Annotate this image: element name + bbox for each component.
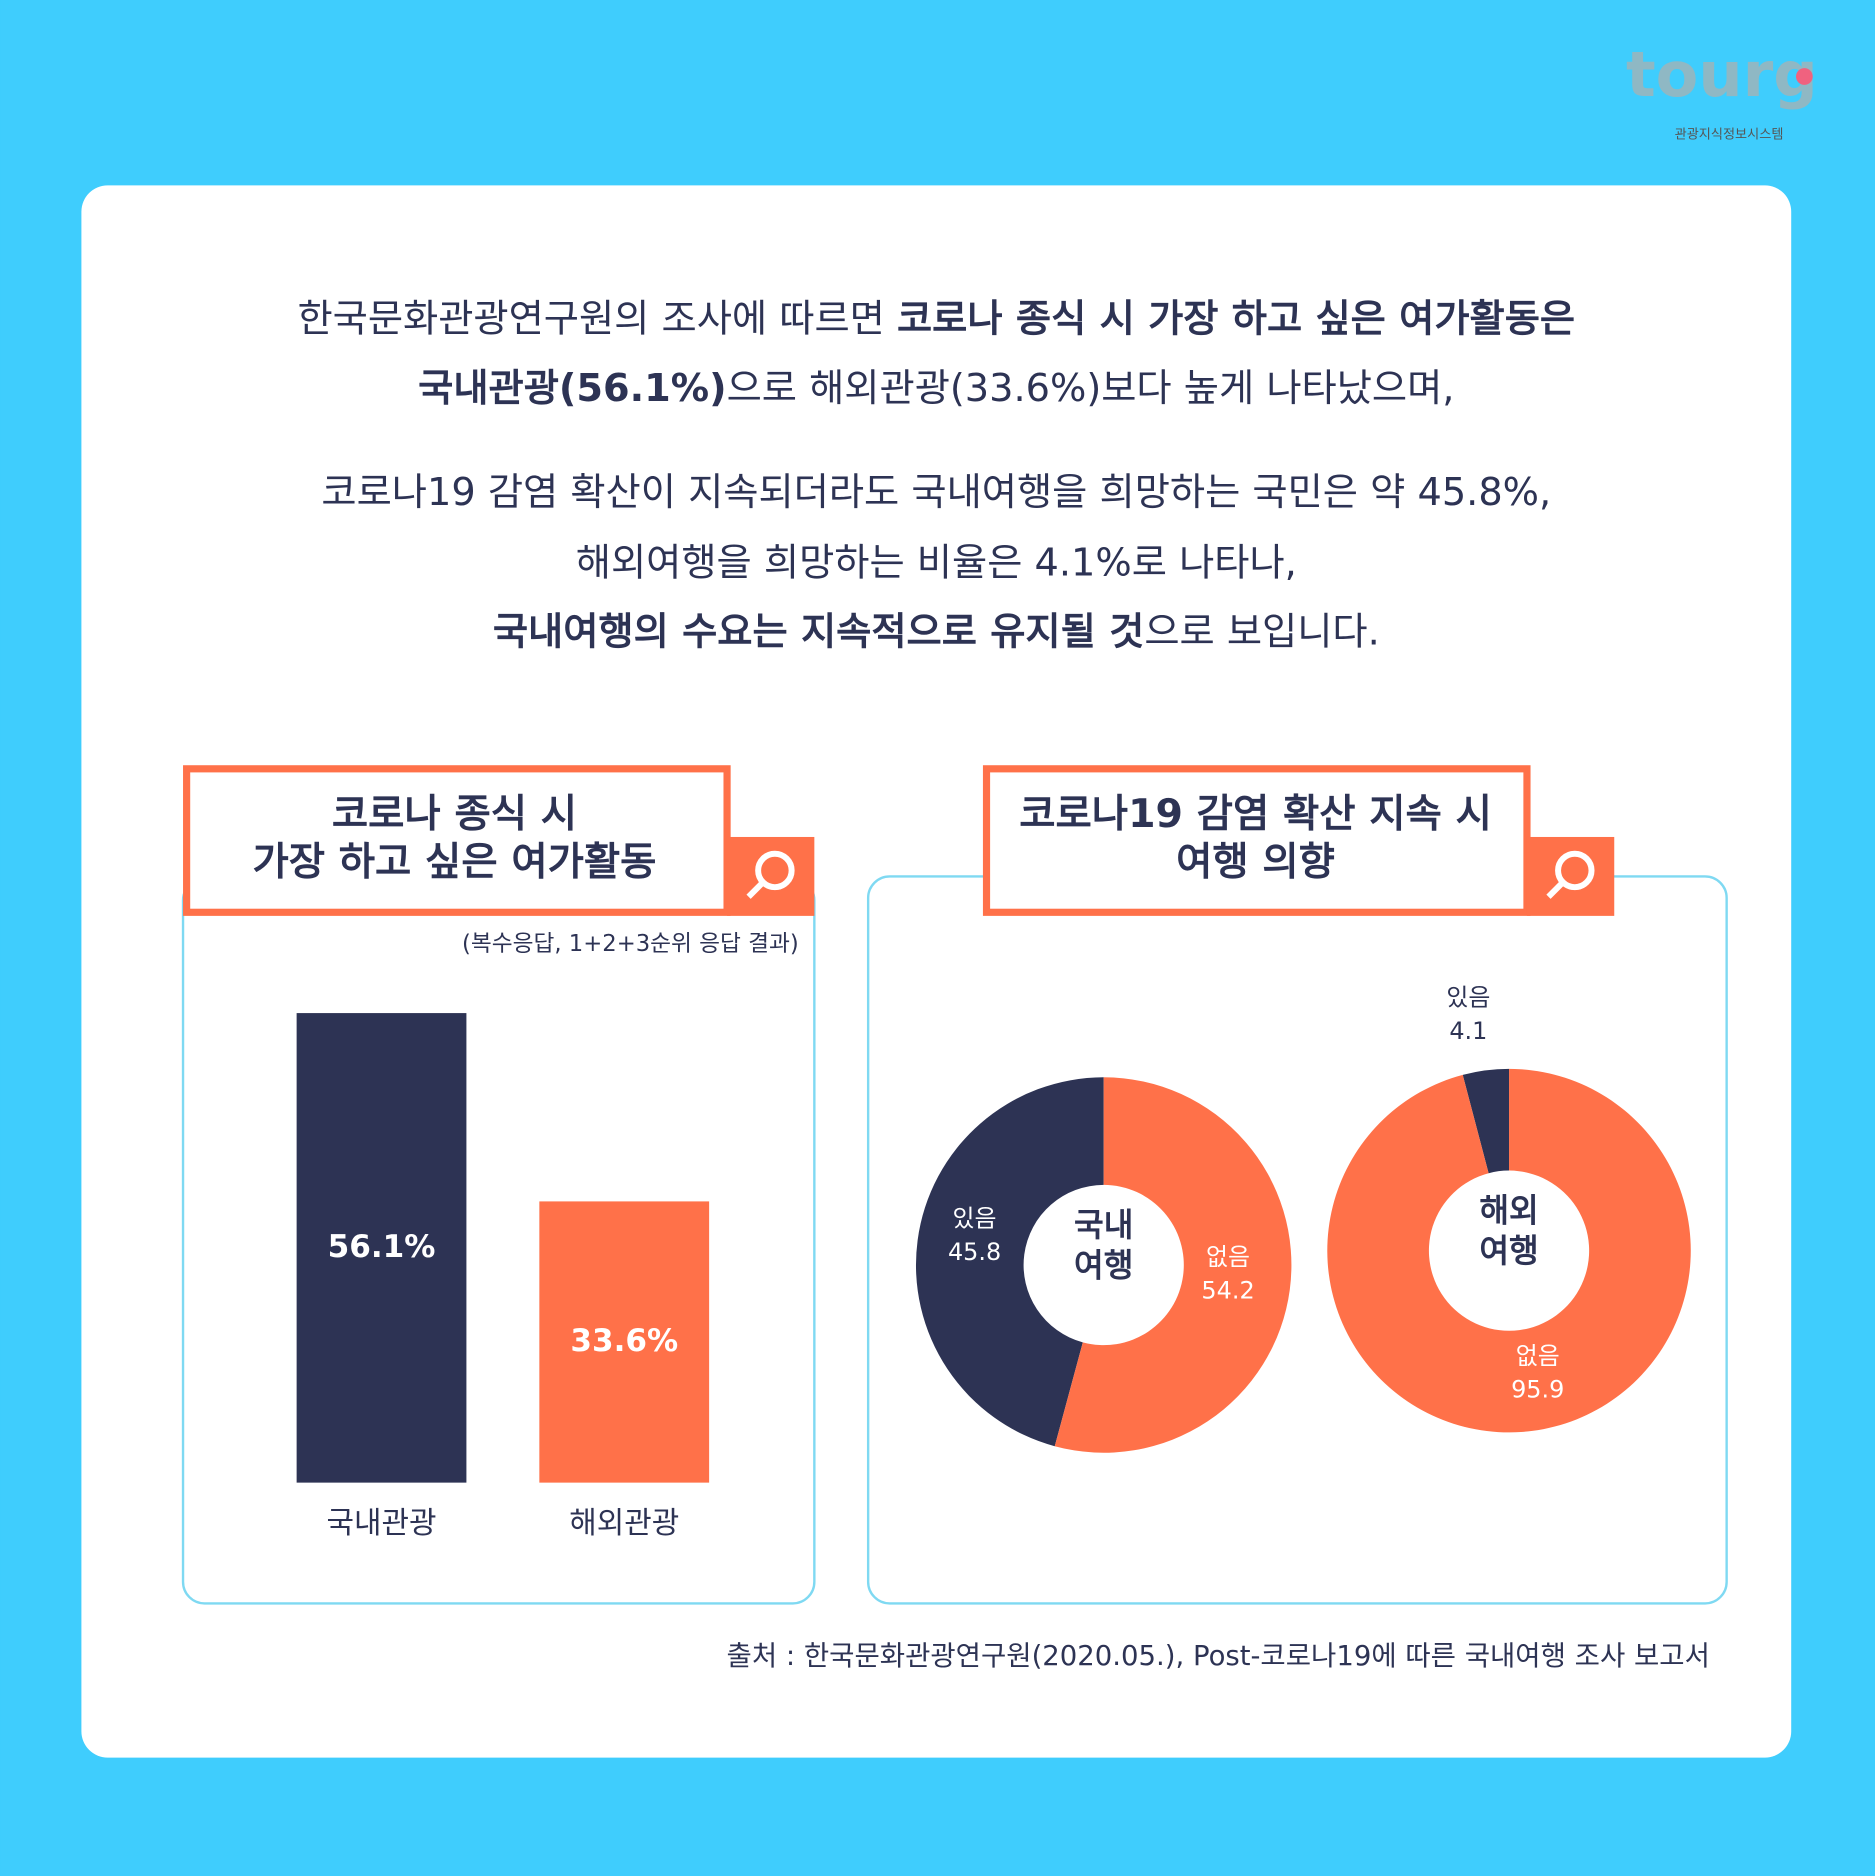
donut-center-label: 해외: [1479, 1191, 1538, 1229]
intro-text: 국내여행의 수요는 지속적으로 유지될 것: [493, 609, 1145, 654]
donut-center-label: 여행: [1074, 1246, 1133, 1284]
intro-text: 한국문화관광연구원의 조사에 따르면: [297, 296, 897, 341]
bar: [296, 1013, 467, 1483]
panel-title-box: [982, 765, 1531, 916]
donut-slice: [1462, 1068, 1510, 1174]
search-icon-box: [727, 836, 815, 916]
slice-value-label: 45.8: [948, 1238, 1001, 1266]
source: 출처 : 한국문화관광연구원(2020.05.), Post-코로나19에 따른…: [727, 1640, 1710, 1672]
intro-text: 으로 해외관광(33.6%)보다 높게 나타났으며,: [727, 365, 1455, 410]
chart-title: 코로나19 감염 확산 지속 시: [1019, 791, 1492, 837]
bar-value-label: 56.1%: [328, 1229, 436, 1265]
intro-text: 국내관광(56.1%): [418, 365, 726, 410]
intro-text: 으로 보입니다.: [1144, 609, 1379, 654]
slice-value-label: 4.1: [1449, 1017, 1487, 1045]
panel: [181, 877, 816, 1605]
logo-wordmark: tourg: [1626, 38, 1818, 111]
slice-value-label: 54.2: [1201, 1276, 1254, 1304]
slice-value-label: 95.9: [1511, 1376, 1564, 1404]
x-tick-label: 국내관광: [327, 1506, 437, 1541]
intro-text: 코로나 종식 시 가장 하고 싶은 여가활동은: [897, 296, 1575, 341]
slice-category-label: 없음: [1206, 1243, 1250, 1271]
bar: [539, 1201, 710, 1483]
slice-category-label: 없음: [1516, 1342, 1560, 1370]
chart-title: 가장 하고 싶은 여가활동: [252, 839, 656, 885]
intro-line: 코로나19 감염 확산이 지속되더라도 국내여행을 희망하는 국민은 약 45.…: [321, 469, 1551, 514]
intro-text: 해외여행을 희망하는 비율은 4.1%로 나타나,: [576, 540, 1297, 585]
intro-line: 국내관광(56.1%)으로 해외관광(33.6%)보다 높게 나타났으며,: [418, 365, 1454, 410]
search-icon: [746, 850, 795, 899]
search-icon-box: [1526, 836, 1615, 916]
logo: tourg 관광지식정보시스템: [1626, 38, 1818, 143]
search-icon: [1546, 850, 1595, 899]
intro-line: 해외여행을 희망하는 비율은 4.1%로 나타나,: [576, 540, 1297, 585]
intro-line: 국내여행의 수요는 지속적으로 유지될 것으로 보입니다.: [493, 609, 1380, 654]
chart-title: 코로나 종식 시: [332, 791, 577, 837]
panel-title-box: [183, 765, 731, 916]
chart-title: 여행 의향: [1176, 839, 1335, 885]
donut-center-label: 여행: [1479, 1232, 1538, 1270]
x-tick-label: 해외관광: [569, 1506, 679, 1541]
donut-center-label: 국내: [1074, 1206, 1133, 1244]
donut-slice: [915, 1077, 1104, 1447]
intro-text: 코로나19 감염 확산이 지속되더라도 국내여행을 희망하는 국민은 약 45.…: [321, 469, 1551, 514]
logo-caption: 관광지식정보시스템: [1675, 127, 1784, 143]
logo-pin: [1795, 68, 1813, 85]
donut-slice: [1054, 1077, 1292, 1453]
slice-category-label: 있음: [1446, 983, 1490, 1011]
donut-slice: [1327, 1068, 1691, 1433]
bar-value-label: 33.6%: [570, 1323, 678, 1359]
intro-line: 한국문화관광연구원의 조사에 따르면 코로나 종식 시 가장 하고 싶은 여가활…: [297, 296, 1575, 341]
slice-category-label: 있음: [953, 1205, 997, 1233]
chart-note: (복수응답, 1+2+3순위 응답 결과): [462, 931, 799, 957]
